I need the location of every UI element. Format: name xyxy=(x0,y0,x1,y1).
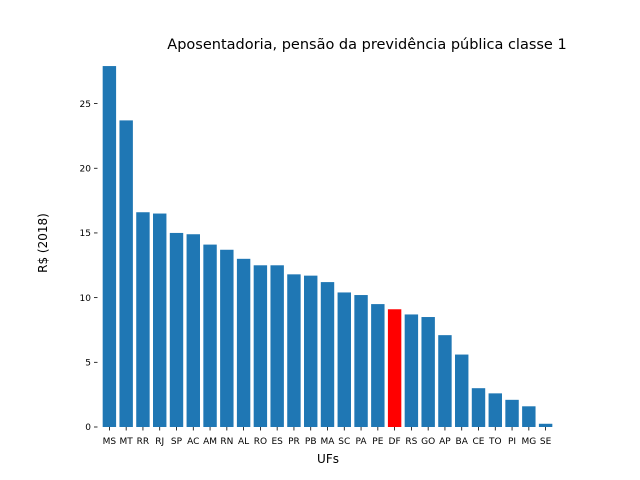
bar-df xyxy=(387,309,402,427)
x-tick-label: BA xyxy=(456,437,469,447)
bars-group xyxy=(102,66,553,427)
x-tick-label: MS xyxy=(103,437,117,447)
bar-sp xyxy=(169,232,184,427)
bar-ms xyxy=(102,66,117,427)
bar-al xyxy=(236,258,251,427)
x-tick-label: PI xyxy=(508,437,516,447)
bar-mt xyxy=(119,120,133,427)
y-tick-label: 0 xyxy=(85,423,91,433)
x-tick-label: SE xyxy=(540,437,552,447)
bar-ce xyxy=(471,388,486,427)
y-tick-label: 25 xyxy=(80,100,91,110)
y-axis: 0 5 10 15 20 25 xyxy=(80,100,98,433)
x-tick-label: MA xyxy=(321,437,336,447)
bar-ma xyxy=(320,282,335,427)
bar-rr xyxy=(136,212,150,427)
x-axis: MS MT RR RJ SP AC AM RN AL RO ES PR PB MA SC PA PE DF RS GO… xyxy=(103,427,552,447)
x-tick-label: AL xyxy=(238,437,249,447)
bar-sc xyxy=(337,292,351,427)
y-tick-label: 15 xyxy=(80,229,91,239)
bar-to xyxy=(488,393,502,427)
y-axis-title: R$ (2018) xyxy=(36,213,50,273)
chart-title: Aposentadoria, pensão da previdência púb… xyxy=(167,37,566,53)
bar-ba xyxy=(455,354,469,427)
x-tick-label: RN xyxy=(220,437,233,447)
bar-pi xyxy=(505,399,519,427)
x-axis-title: UFs xyxy=(317,452,339,466)
x-tick-label: TO xyxy=(488,437,502,447)
x-tick-label: SP xyxy=(171,437,183,447)
x-tick-label: RR xyxy=(137,437,150,447)
bar-se xyxy=(538,423,553,427)
x-tick-label: PA xyxy=(356,437,368,447)
bar-ac xyxy=(186,234,200,427)
bar-am xyxy=(203,244,217,427)
y-tick-label: 5 xyxy=(85,359,91,369)
bar-pr xyxy=(287,274,301,427)
x-tick-label: DF xyxy=(389,437,401,447)
x-tick-label: AC xyxy=(187,437,199,447)
x-tick-label: RS xyxy=(405,437,417,447)
x-tick-label: RO xyxy=(254,437,267,447)
bar-pe xyxy=(371,304,385,427)
y-tick-label: 20 xyxy=(80,164,92,174)
bar-rn xyxy=(220,249,234,427)
x-tick-label: PE xyxy=(372,437,383,447)
bar-rj xyxy=(153,213,167,427)
bar-mg xyxy=(522,406,536,427)
x-tick-label: PB xyxy=(305,437,317,447)
bar-go xyxy=(421,317,435,427)
bar-es xyxy=(270,265,284,427)
x-tick-label: CE xyxy=(473,437,485,447)
x-tick-label: AP xyxy=(439,437,451,447)
bar-pb xyxy=(304,275,318,427)
bar-rs xyxy=(404,314,419,427)
bar-ro xyxy=(253,265,268,427)
bar-pa xyxy=(354,295,368,427)
y-tick-label: 10 xyxy=(80,294,92,304)
bar-ap xyxy=(438,335,452,427)
x-tick-label: PR xyxy=(288,437,300,447)
x-tick-label: MG xyxy=(521,437,536,447)
x-tick-label: SC xyxy=(338,437,350,447)
x-tick-label: MT xyxy=(120,437,134,447)
x-tick-label: AM xyxy=(203,437,217,447)
x-tick-label: GO xyxy=(421,437,435,447)
x-tick-label: ES xyxy=(271,437,283,447)
x-tick-label: RJ xyxy=(155,437,164,447)
